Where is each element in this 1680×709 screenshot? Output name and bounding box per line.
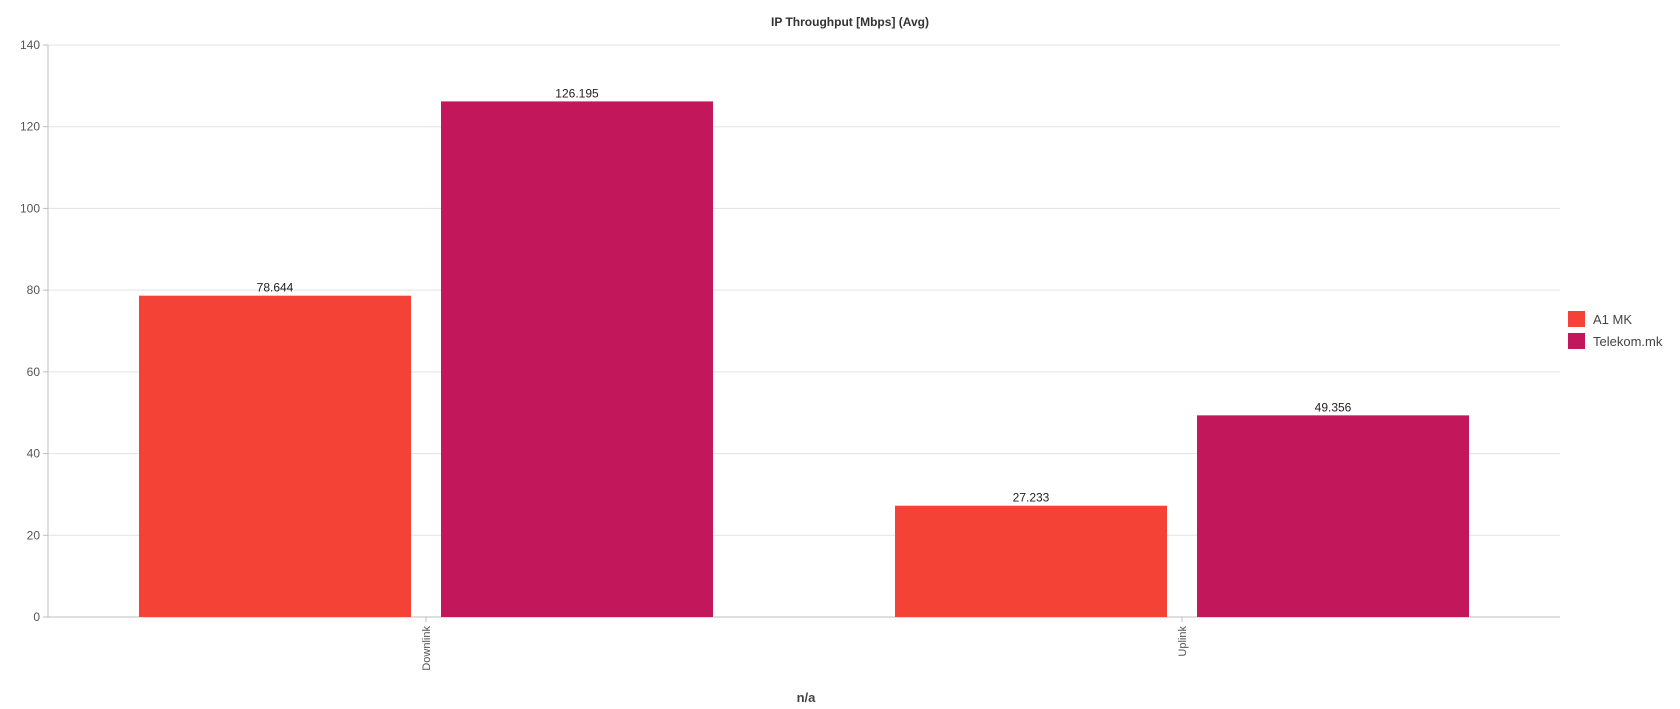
y-tick-label: 80 xyxy=(27,283,41,297)
bar-a1-mk-downlink xyxy=(139,295,411,617)
chart-title: IP Throughput [Mbps] (Avg) xyxy=(771,15,929,29)
data-labels: 78.644 126.195 27.233 49.356 xyxy=(257,86,1352,504)
y-tick-label: 20 xyxy=(27,528,41,542)
x-axis-title: n/a xyxy=(797,690,817,705)
bars xyxy=(139,101,1469,618)
bar-telekom-mk-uplink xyxy=(1197,415,1469,617)
legend: A1 MK Telekom.mk xyxy=(1568,311,1663,349)
y-tick-label: 40 xyxy=(27,447,41,461)
data-label: 126.195 xyxy=(555,86,599,100)
bar-a1-mk-uplink xyxy=(895,505,1167,617)
y-tick-label: 100 xyxy=(20,201,40,215)
bar-telekom-mk-downlink xyxy=(441,101,713,618)
y-tick-label: 120 xyxy=(20,120,40,134)
data-label: 49.356 xyxy=(1315,400,1352,414)
legend-swatch xyxy=(1568,333,1585,349)
x-category-label: Downlink xyxy=(421,626,433,671)
data-label: 78.644 xyxy=(257,281,294,295)
x-category-label: Uplink xyxy=(1177,626,1189,657)
y-tick-label: 140 xyxy=(20,38,40,52)
legend-swatch xyxy=(1568,311,1585,327)
y-tick-label: 60 xyxy=(27,365,41,379)
x-axis: Downlink Uplink xyxy=(421,617,1189,671)
data-label: 27.233 xyxy=(1013,491,1050,505)
y-tick-label: 0 xyxy=(33,610,40,624)
legend-label: Telekom.mk xyxy=(1593,334,1663,349)
legend-label: A1 MK xyxy=(1593,312,1632,327)
